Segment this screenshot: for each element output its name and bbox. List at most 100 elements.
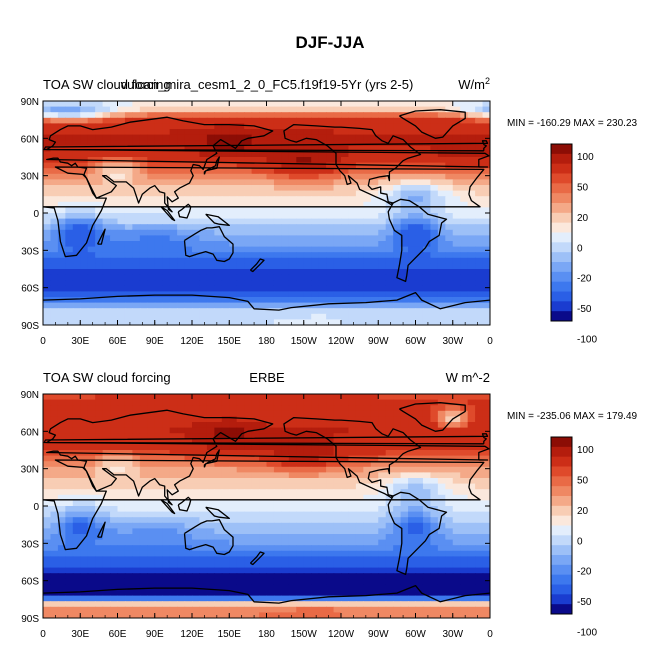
map-cell	[318, 539, 327, 546]
map-cell	[87, 489, 96, 496]
map-cell	[400, 207, 409, 214]
map-cell	[236, 313, 245, 320]
map-cell	[229, 224, 238, 231]
map-cell	[475, 584, 484, 591]
map-cell	[206, 117, 215, 124]
map-cell	[57, 185, 66, 192]
map-cell	[57, 106, 66, 113]
map-cell	[311, 134, 320, 141]
map-cell	[281, 162, 290, 169]
map-cell	[259, 511, 268, 518]
map-cell	[452, 595, 461, 602]
map-cell	[415, 308, 424, 315]
map-cell	[244, 494, 253, 501]
map-cell	[139, 235, 148, 242]
map-cell	[445, 319, 454, 325]
map-cell	[139, 399, 148, 406]
map-cell	[281, 285, 290, 292]
map-cell	[184, 562, 193, 569]
map-cell	[102, 218, 111, 225]
map-cell	[400, 140, 409, 147]
map-cell	[378, 235, 387, 242]
map-cell	[162, 134, 171, 141]
map-cell	[72, 179, 81, 186]
map-cell	[333, 157, 342, 164]
map-cell	[72, 218, 81, 225]
map-cell	[363, 162, 372, 169]
map-cell	[482, 601, 490, 608]
map-cell	[214, 601, 223, 608]
map-cell	[221, 308, 230, 315]
map-cell	[169, 601, 178, 608]
map-cell	[408, 179, 417, 186]
map-cell	[303, 534, 312, 541]
map-cell	[378, 117, 387, 124]
map-cell	[318, 511, 327, 518]
map-cell	[199, 145, 208, 152]
map-cell	[102, 584, 111, 591]
map-cell	[43, 196, 52, 203]
map-cell	[43, 545, 52, 552]
map-cell	[348, 112, 357, 119]
map-cell	[370, 285, 379, 292]
map-cell	[318, 151, 327, 158]
map-cell	[244, 394, 253, 401]
map-cell	[124, 207, 133, 214]
map-cell	[221, 444, 230, 451]
map-cell	[482, 550, 490, 557]
map-cell	[452, 123, 461, 130]
map-cell	[333, 190, 342, 197]
map-cell	[139, 601, 148, 608]
map-cell	[400, 539, 409, 546]
map-cell	[244, 145, 253, 152]
map-cell	[50, 269, 59, 276]
map-cell	[445, 550, 454, 557]
map-cell	[50, 112, 59, 119]
map-cell	[400, 123, 409, 130]
map-cell	[467, 578, 476, 585]
map-cell	[437, 539, 446, 546]
map-cell	[475, 190, 484, 197]
map-cell	[355, 319, 364, 325]
map-cell	[370, 319, 379, 325]
map-cell	[288, 438, 297, 445]
map-cell	[460, 235, 469, 242]
map-cell	[437, 201, 446, 208]
map-cell	[341, 438, 350, 445]
map-cell	[169, 308, 178, 315]
map-cell	[110, 269, 119, 276]
coastline-uk	[43, 433, 489, 445]
map-cell	[296, 313, 305, 320]
map-cell	[192, 173, 201, 180]
map-cell	[400, 550, 409, 557]
map-cell	[80, 466, 89, 473]
map-cell	[95, 506, 104, 513]
map-cell	[296, 218, 305, 225]
map-cell	[221, 606, 230, 613]
coastline-south-america	[387, 198, 448, 283]
map-cell	[214, 263, 223, 270]
map-cell	[177, 257, 186, 264]
map-cell	[318, 550, 327, 557]
map-cell	[124, 291, 133, 298]
map-cell	[132, 489, 141, 496]
map-cell	[184, 106, 193, 113]
map-cell	[184, 257, 193, 264]
map-cell	[244, 269, 253, 276]
map-cell	[244, 207, 253, 214]
map-cell	[437, 224, 446, 231]
map-cell	[229, 297, 238, 304]
map-cell	[370, 472, 379, 479]
map-cell	[385, 556, 394, 563]
map-cell	[355, 224, 364, 231]
map-cell	[452, 450, 461, 457]
map-cell	[363, 129, 372, 136]
map-cell	[408, 416, 417, 423]
map-cell	[408, 151, 417, 158]
coastline-eurasia	[46, 116, 490, 213]
map-cell	[266, 308, 275, 315]
map-cell	[132, 472, 141, 479]
map-cell	[303, 455, 312, 462]
map-cell	[80, 539, 89, 546]
map-cell	[400, 595, 409, 602]
